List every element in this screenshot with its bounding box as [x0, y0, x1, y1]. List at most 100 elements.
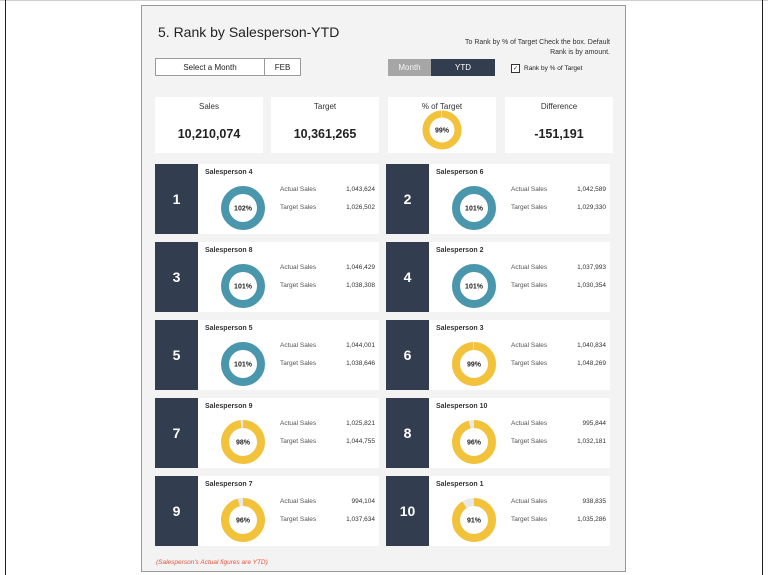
actual-sales-label: Actual Sales [511, 264, 548, 271]
actual-sales-value: 1,037,993 [577, 264, 606, 271]
rank-by-percent-option[interactable]: ✓ Rank by % of Target [511, 64, 582, 73]
screen-top-border [0, 0, 768, 1]
kpi-percent-donut: 99% [422, 110, 462, 150]
kpi-donut-arc [422, 110, 462, 150]
ytd-footnote: (Salesperson's Actual figures are YTD) [156, 559, 268, 566]
salesperson-card: 5 Salesperson 5 101% Actual Sales 1,044,001 T… [155, 320, 379, 390]
target-sales-label: Target Sales [280, 516, 317, 523]
actual-sales-label: Actual Sales [280, 342, 317, 349]
period-toggle[interactable]: Month YTD [388, 59, 495, 76]
percent-target-donut: 101% [221, 342, 265, 386]
salesperson-card: 8 Salesperson 10 96% Actual Sales 995,844 Tar… [386, 398, 610, 468]
donut-arc [452, 498, 496, 542]
rank-number: 1 [155, 164, 198, 234]
target-sales-label: Target Sales [511, 438, 548, 445]
rank-number: 6 [386, 320, 429, 390]
rank-number: 8 [386, 398, 429, 468]
actual-sales-value: 1,040,834 [577, 342, 606, 349]
percent-target-donut: 96% [221, 498, 265, 542]
percent-target-donut: 91% [452, 498, 496, 542]
target-sales-value: 1,038,308 [346, 282, 375, 289]
kpi-difference-label: Difference [540, 102, 578, 111]
kpi-sales-card: Sales 10,210,074 [155, 97, 263, 153]
rank-number: 4 [386, 242, 429, 312]
donut-arc [221, 186, 265, 230]
actual-sales-value: 1,043,624 [346, 186, 375, 193]
salesperson-name: Salesperson 9 [205, 403, 253, 410]
donut-percent-value: 98% [236, 440, 251, 447]
kpi-difference-card: Difference -151,191 [505, 97, 613, 153]
kpi-target-card: Target 10,361,265 [271, 97, 379, 153]
percent-target-donut: 98% [221, 420, 265, 464]
donut-percent-value: 101% [465, 284, 484, 291]
rank-number: 2 [386, 164, 429, 234]
donut-percent-value: 101% [465, 206, 484, 213]
target-sales-value: 1,029,330 [577, 204, 606, 211]
actual-sales-value: 994,104 [351, 498, 376, 505]
percent-target-donut: 99% [452, 342, 496, 386]
donut-percent-value: 101% [234, 284, 253, 291]
month-selector-label: Select a Month [156, 59, 265, 75]
actual-sales-label: Actual Sales [280, 498, 317, 505]
target-sales-label: Target Sales [280, 204, 317, 211]
donut-arc [221, 264, 265, 308]
salesperson-name: Salesperson 5 [205, 325, 253, 332]
rank-by-percent-label: Rank by % of Target [524, 65, 583, 72]
salesperson-card: 1 Salesperson 4 102% Actual Sales 1,043,624 T… [155, 164, 379, 234]
salesperson-name: Salesperson 1 [436, 481, 484, 488]
salesperson-name: Salesperson 4 [205, 169, 253, 176]
donut-percent-value: 96% [467, 440, 482, 447]
salesperson-card: 2 Salesperson 6 101% Actual Sales 1,042,589 T… [386, 164, 610, 234]
month-selector-value[interactable]: FEB [274, 62, 291, 72]
kpi-sales-value: 10,210,074 [177, 127, 241, 141]
donut-percent-value: 96% [236, 518, 251, 525]
rank-number: 3 [155, 242, 198, 312]
page-title: 5. Rank by Salesperson-YTD [158, 24, 340, 40]
percent-target-donut: 101% [221, 264, 265, 308]
target-sales-value: 1,030,354 [577, 282, 606, 289]
kpi-difference-value: -151,191 [534, 127, 584, 141]
actual-sales-value: 1,044,001 [346, 342, 375, 349]
ytd-toggle-button[interactable]: YTD [431, 59, 495, 76]
actual-sales-value: 938,835 [582, 498, 607, 505]
salesperson-name: Salesperson 8 [205, 247, 253, 254]
salesperson-card: 4 Salesperson 2 101% Actual Sales 1,037,993 T… [386, 242, 610, 312]
actual-sales-value: 995,844 [582, 420, 607, 427]
salesperson-name: Salesperson 2 [436, 247, 484, 254]
month-selector[interactable]: Select a Month FEB [155, 58, 301, 76]
target-sales-label: Target Sales [511, 516, 548, 523]
donut-arc [452, 342, 496, 386]
actual-sales-label: Actual Sales [511, 498, 548, 505]
salesperson-name: Salesperson 7 [205, 481, 253, 488]
percent-target-donut: 96% [452, 420, 496, 464]
right-frame-divider [762, 0, 763, 575]
salesperson-card: 6 Salesperson 3 99% Actual Sales 1,040,834 Ta… [386, 320, 610, 390]
target-sales-label: Target Sales [511, 204, 548, 211]
salesperson-name: Salesperson 3 [436, 325, 484, 332]
donut-arc [452, 186, 496, 230]
salesperson-name: Salesperson 10 [436, 403, 488, 410]
donut-arc [452, 264, 496, 308]
percent-target-donut: 101% [452, 186, 496, 230]
rank-by-percent-checkbox[interactable]: ✓ [511, 64, 520, 73]
donut-percent-value: 102% [234, 206, 253, 213]
month-toggle-button[interactable]: Month [388, 59, 431, 76]
salesperson-card: 9 Salesperson 7 96% Actual Sales 994,104 Targ… [155, 476, 379, 546]
donut-percent-value: 99% [467, 362, 482, 369]
donut-percent-value: 91% [467, 518, 482, 525]
rank-number: 10 [386, 476, 429, 546]
salesperson-name: Salesperson 6 [436, 169, 484, 176]
donut-arc [221, 342, 265, 386]
actual-sales-label: Actual Sales [280, 420, 317, 427]
target-sales-value: 1,037,634 [346, 516, 375, 523]
target-sales-label: Target Sales [511, 360, 548, 367]
donut-percent-value: 101% [234, 362, 253, 369]
target-sales-value: 1,032,181 [577, 438, 606, 445]
left-frame-divider [5, 0, 6, 575]
kpi-target-value: 10,361,265 [293, 127, 357, 141]
target-sales-label: Target Sales [280, 360, 317, 367]
kpi-percent-value: 99% [435, 128, 450, 135]
percent-target-donut: 102% [221, 186, 265, 230]
salesperson-card: 3 Salesperson 8 101% Actual Sales 1,046,429 T… [155, 242, 379, 312]
target-sales-value: 1,048,269 [577, 360, 606, 367]
